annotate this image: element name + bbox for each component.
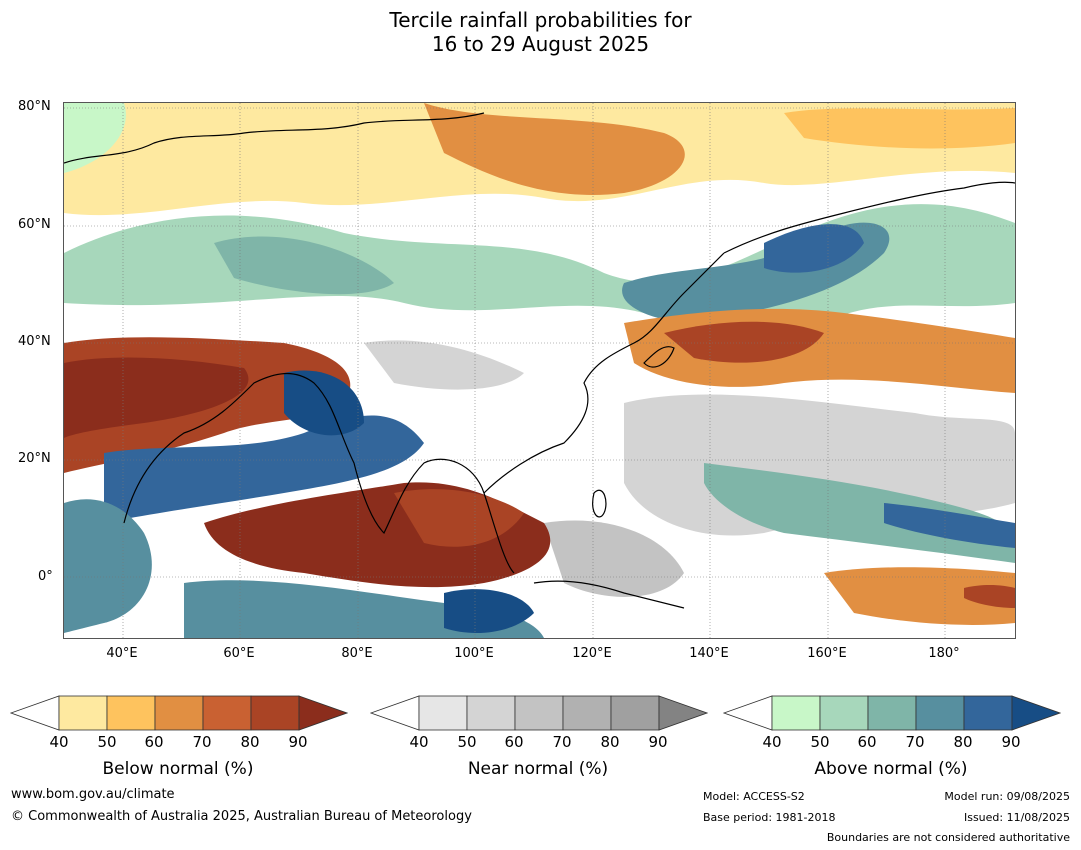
colorbar-segment [154, 695, 204, 731]
cb-tick: 70 [192, 733, 212, 751]
cb-tick: 40 [762, 733, 782, 751]
colorbar-segment [250, 695, 300, 731]
lon-tick-140e: 140°E [689, 646, 729, 661]
colorbar-over-arrow [298, 695, 348, 731]
colorbar-segment [202, 695, 252, 731]
lat-tick-0: 0° [38, 569, 53, 584]
colorbar-segment [106, 695, 156, 731]
above-normal-colorbar [723, 695, 1061, 731]
lat-tick-60n: 60°N [18, 217, 51, 232]
cb-tick: 40 [409, 733, 429, 751]
map-canvas [64, 103, 1015, 638]
cb-tick: 80 [240, 733, 260, 751]
cb-tick: 70 [905, 733, 925, 751]
footer-model-run: Model run: 09/08/2025 [944, 790, 1070, 803]
below-normal-colorbar [10, 695, 348, 731]
colorbar-segment [819, 695, 869, 731]
below-normal-label: Below normal (%) [102, 759, 254, 779]
footer-url[interactable]: www.bom.gov.au/climate [11, 787, 175, 802]
cb-tick: 80 [600, 733, 620, 751]
lat-tick-20n: 20°N [18, 451, 51, 466]
cb-tick: 50 [97, 733, 117, 751]
cb-tick: 90 [648, 733, 668, 751]
colorbar-segment [562, 695, 612, 731]
rainfall-probability-map [63, 102, 1016, 639]
near-normal-label: Near normal (%) [467, 759, 609, 779]
cb-tick: 60 [144, 733, 164, 751]
cb-tick: 90 [1001, 733, 1021, 751]
colorbar-segment [610, 695, 660, 731]
footer-issued: Issued: 11/08/2025 [963, 811, 1070, 824]
footer-copyright: © Commonwealth of Australia 2025, Austra… [11, 809, 472, 824]
above-normal-label: Above normal (%) [814, 759, 968, 779]
title-line-2: 16 to 29 August 2025 [431, 32, 650, 56]
colorbar-under-arrow [370, 695, 420, 731]
lon-tick-180: 180° [928, 646, 960, 661]
colorbar-under-arrow [723, 695, 773, 731]
cb-tick: 70 [552, 733, 572, 751]
cb-tick: 80 [953, 733, 973, 751]
lon-tick-60e: 60°E [223, 646, 255, 661]
lon-tick-120e: 120°E [572, 646, 612, 661]
title-line-1: Tercile rainfall probabilities for [389, 8, 692, 32]
colorbar-segment [915, 695, 965, 731]
footer-disclaimer: Boundaries are not considered authoritat… [826, 831, 1070, 844]
cb-tick: 50 [810, 733, 830, 751]
colorbar-segment [963, 695, 1013, 731]
colorbar-segment [466, 695, 516, 731]
colorbar-over-arrow [1011, 695, 1061, 731]
colorbar-under-arrow [10, 695, 60, 731]
lon-tick-80e: 80°E [341, 646, 373, 661]
lat-tick-40n: 40°N [18, 334, 51, 349]
footer-base-period: Base period: 1981-2018 [703, 811, 836, 824]
lon-tick-100e: 100°E [454, 646, 494, 661]
cb-tick: 40 [49, 733, 69, 751]
map-title: Tercile rainfall probabilities for 16 to… [0, 8, 1081, 56]
lon-tick-160e: 160°E [807, 646, 847, 661]
cb-tick: 60 [504, 733, 524, 751]
colorbar-segment [514, 695, 564, 731]
near-normal-colorbar [370, 695, 708, 731]
footer-model: Model: ACCESS-S2 [703, 790, 805, 803]
lon-tick-40e: 40°E [106, 646, 138, 661]
colorbar-over-arrow [658, 695, 708, 731]
cb-tick: 50 [457, 733, 477, 751]
colorbar-segment [418, 695, 468, 731]
colorbar-segment [58, 695, 108, 731]
cb-tick: 90 [288, 733, 308, 751]
colorbar-segment [771, 695, 821, 731]
lat-tick-80n: 80°N [18, 99, 51, 114]
colorbar-segment [867, 695, 917, 731]
cb-tick: 60 [857, 733, 877, 751]
